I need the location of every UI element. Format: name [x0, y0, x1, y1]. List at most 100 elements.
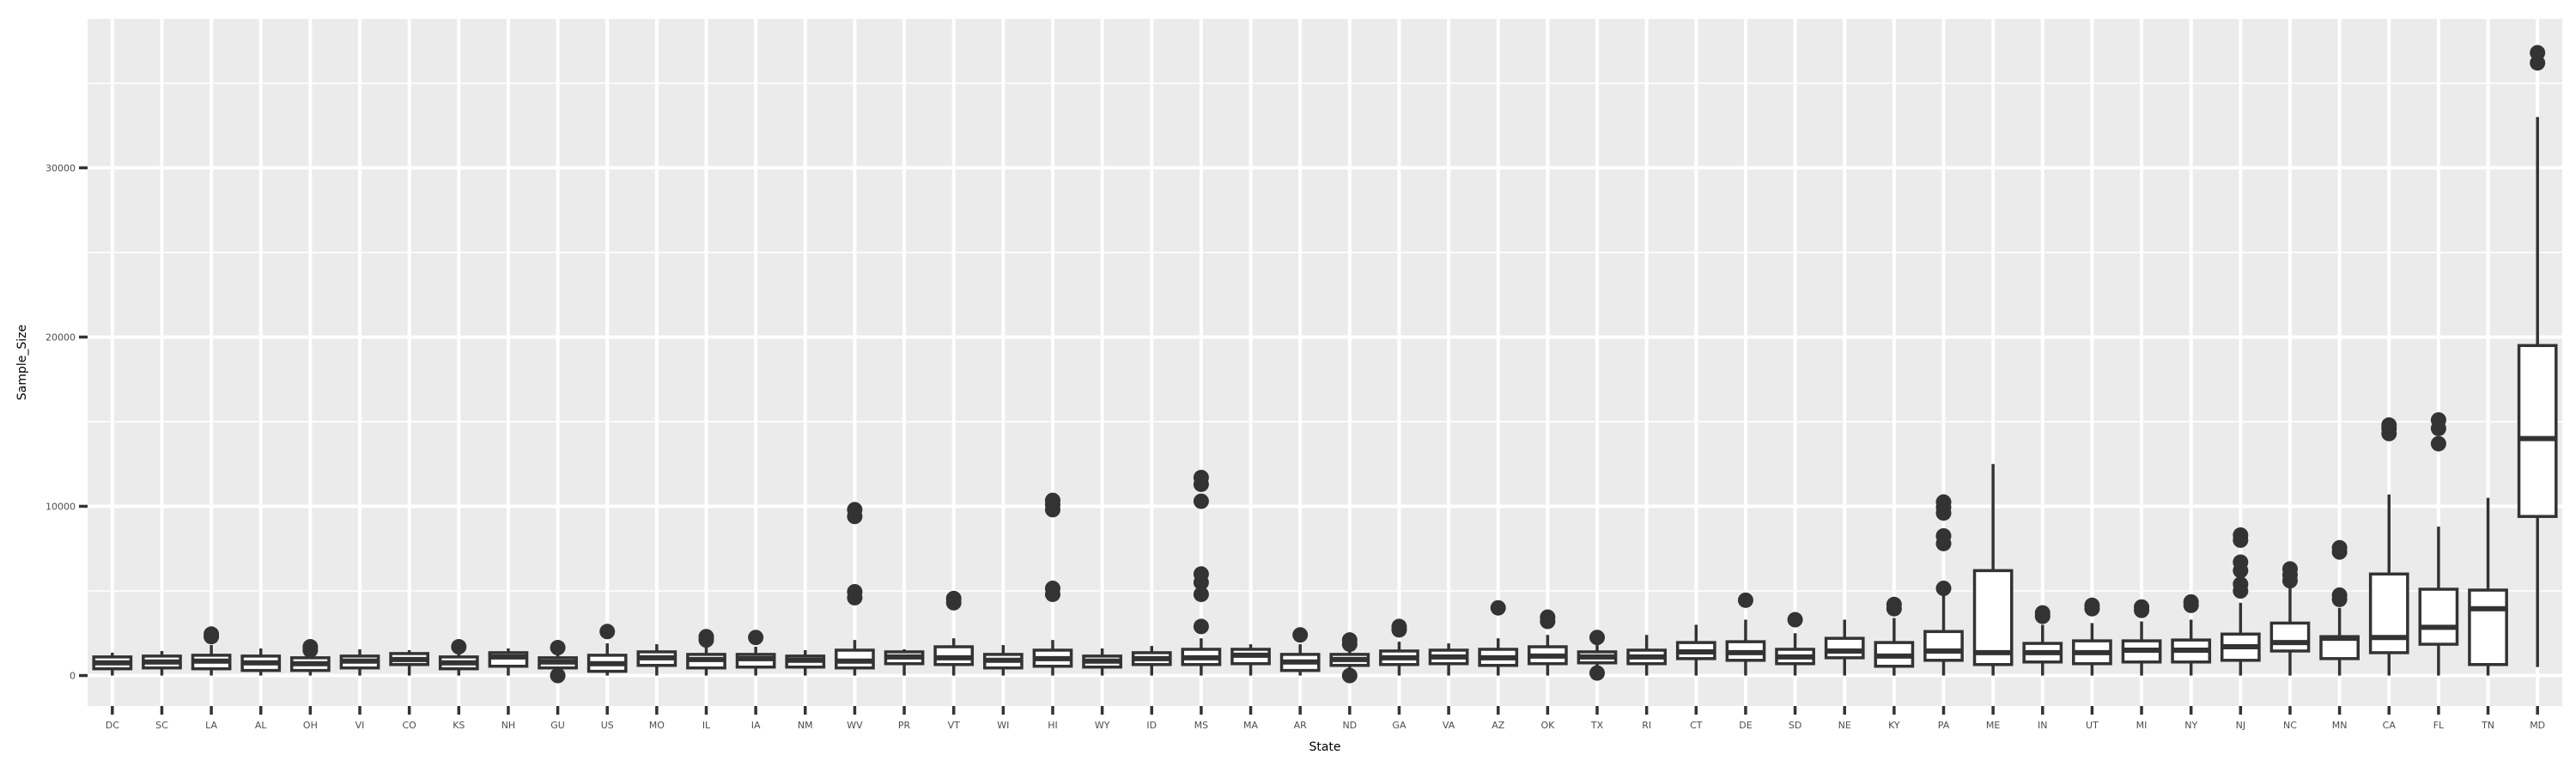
outlier-point: [550, 640, 566, 656]
outlier-point: [1193, 469, 1209, 485]
x-tick-label: TX: [1590, 720, 1604, 731]
box-ok: [1528, 609, 1568, 676]
box-series: [92, 45, 2558, 684]
x-tick-label: ID: [1146, 720, 1157, 731]
outlier-point: [1589, 665, 1606, 681]
x-axis: DC SC LA AL OH VI CO KS NH GU US MO IL IA NM WV PR VT WI HI…: [106, 706, 2545, 731]
box-wv: [835, 502, 875, 676]
box-fl: [2418, 411, 2459, 676]
outlier-point: [847, 583, 863, 600]
outlier-point: [599, 624, 616, 640]
x-tick-label: VA: [1443, 720, 1455, 731]
x-tick-label: MS: [1194, 720, 1208, 731]
box-mn: [2319, 539, 2360, 676]
outlier-point: [2430, 411, 2446, 428]
x-tick-label: PA: [1938, 720, 1950, 731]
box-hi: [1032, 492, 1073, 676]
box-oh: [290, 639, 331, 676]
y-tick-label: 10000: [46, 501, 76, 512]
box-us: [586, 624, 628, 676]
outlier-point: [1589, 630, 1606, 646]
box-tn: [2468, 497, 2508, 676]
x-tick-label: IA: [751, 720, 761, 731]
box-mo: [636, 644, 677, 676]
outlier-point: [2183, 593, 2199, 610]
x-tick-label: CO: [402, 720, 416, 731]
outlier-point: [1391, 618, 1407, 635]
box-ia: [735, 630, 776, 676]
outlier-point: [748, 630, 764, 646]
x-tick-label: KS: [453, 720, 465, 731]
x-tick-label: CA: [2383, 720, 2397, 731]
box-ga: [1379, 618, 1419, 676]
x-tick-label: MI: [2136, 720, 2148, 731]
box-wy: [1082, 648, 1122, 676]
outlier-point: [1341, 667, 1358, 684]
box-id: [1131, 646, 1172, 676]
box-nd: [1329, 632, 1370, 684]
outlier-point: [1787, 612, 1803, 628]
box-ne: [1824, 619, 1865, 676]
x-tick-label: TN: [2481, 720, 2494, 731]
x-tick-label: WV: [847, 720, 863, 731]
box-mi: [2121, 599, 2162, 676]
x-tick-label: GU: [550, 720, 565, 731]
x-tick-label: AL: [255, 720, 268, 731]
outlier-point: [2034, 605, 2050, 621]
outlier-point: [2233, 526, 2249, 543]
x-tick-label: WY: [1095, 720, 1110, 731]
x-tick-label: AR: [1294, 720, 1308, 731]
outlier-point: [2381, 417, 2397, 433]
box-iqr: [2368, 572, 2409, 654]
box-ca: [2368, 417, 2409, 676]
box-iqr: [1972, 569, 2014, 666]
outlier-point: [2134, 599, 2150, 615]
box-vi: [339, 648, 380, 676]
box-tx: [1577, 630, 1618, 681]
box-ks: [438, 639, 479, 676]
x-tick-label: NY: [2184, 720, 2197, 731]
box-ri: [1626, 635, 1668, 676]
x-tick-label: NH: [501, 720, 516, 731]
outlier-point: [1886, 596, 1902, 612]
x-tick-label: OK: [1540, 720, 1555, 731]
outlier-point: [1935, 494, 1952, 510]
x-tick-label: SC: [155, 720, 168, 731]
x-tick-label: WI: [997, 720, 1009, 731]
x-tick-label: ND: [1342, 720, 1357, 731]
y-tick-label: 30000: [46, 162, 76, 173]
x-tick-label: PR: [898, 720, 911, 731]
box-me: [1972, 464, 2014, 676]
x-tick-label: OH: [303, 720, 318, 731]
outlier-point: [2281, 561, 2298, 577]
y-axis: 0 10000 20000 30000: [46, 162, 88, 682]
box-nj: [2220, 526, 2261, 676]
x-tick-label: RI: [1642, 720, 1651, 731]
x-axis-title: State: [1309, 740, 1340, 754]
outlier-point: [302, 639, 319, 655]
x-tick-label: NE: [1838, 720, 1851, 731]
outlier-point: [451, 639, 467, 655]
x-tick-label: ME: [1986, 720, 2000, 731]
box-sd: [1775, 612, 1815, 676]
x-tick-label: LA: [205, 720, 217, 731]
x-tick-label: NC: [2283, 720, 2297, 731]
outlier-point: [1044, 492, 1060, 508]
x-tick-label: IL: [702, 720, 711, 731]
box-dc: [92, 652, 133, 676]
outlier-point: [1193, 493, 1209, 509]
x-tick-label: SD: [1789, 720, 1801, 731]
y-axis-title: Sample_Size: [15, 325, 29, 400]
x-tick-label: GA: [1392, 720, 1406, 731]
y-tick-label: 0: [70, 671, 76, 682]
box-ar: [1279, 627, 1321, 676]
box-in: [2022, 605, 2063, 676]
box-md: [2517, 45, 2558, 667]
x-tick-label: AZ: [1492, 720, 1505, 731]
outlier-point: [1935, 527, 1952, 544]
x-tick-label: MA: [1243, 720, 1258, 731]
box-la: [191, 626, 232, 676]
outlier-point: [847, 502, 863, 518]
box-iqr: [2468, 588, 2508, 666]
box-iqr: [2517, 344, 2558, 519]
